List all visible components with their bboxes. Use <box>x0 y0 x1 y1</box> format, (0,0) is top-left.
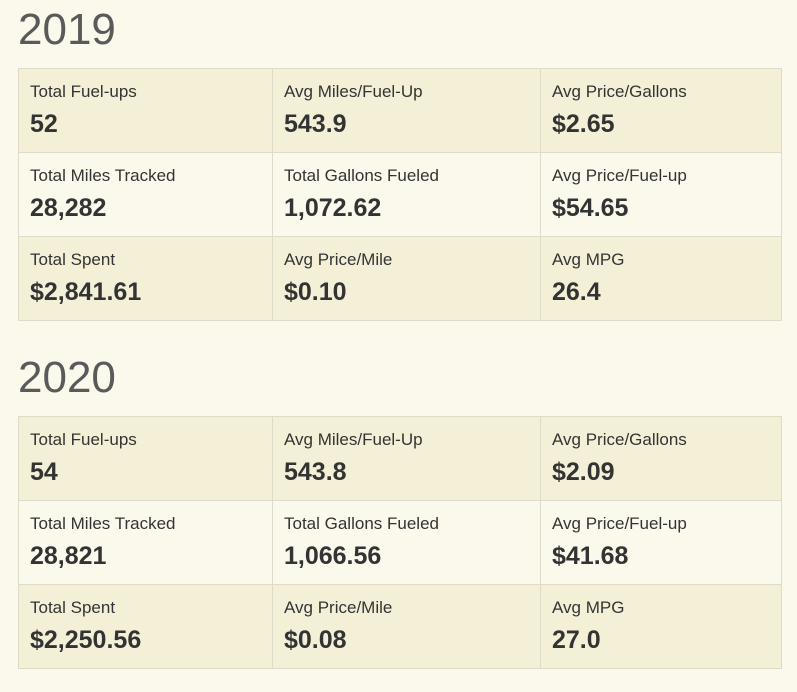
stat-value: $0.08 <box>284 626 347 654</box>
stats-table-2020: Total Fuel-ups 54 Avg Miles/Fuel-Up 543.8 … <box>18 416 782 669</box>
stat-avg-price-per-mile: Avg Price/Mile $0.08 <box>272 584 541 669</box>
stat-label: Avg Price/Fuel-up <box>552 514 687 533</box>
stat-total-fuel-ups: Total Fuel-ups 54 <box>18 416 273 501</box>
stat-value: 28,821 <box>30 542 107 570</box>
stat-label: Total Gallons Fueled <box>284 166 439 185</box>
stat-avg-miles-per-fuel-up: Avg Miles/Fuel-Up 543.8 <box>272 416 541 501</box>
stat-label: Total Fuel-ups <box>30 82 137 101</box>
stat-value: $2,250.56 <box>30 626 142 654</box>
stat-value: 28,282 <box>30 194 107 222</box>
stat-label: Total Spent <box>30 250 116 269</box>
stat-value: $54.65 <box>552 194 629 222</box>
stat-avg-miles-per-fuel-up: Avg Miles/Fuel-Up 543.9 <box>272 68 541 153</box>
stat-label: Avg MPG <box>552 250 625 269</box>
stat-label: Total Fuel-ups <box>30 430 137 449</box>
stat-value: 26.4 <box>552 278 601 306</box>
year-heading-2020: 2020 <box>18 353 116 402</box>
stat-value: 1,072.62 <box>284 194 382 222</box>
stat-label: Avg Price/Mile <box>284 598 393 617</box>
stats-row: Total Spent $2,841.61 Avg Price/Mile $0.10… <box>18 236 782 321</box>
stat-avg-price-per-fuel-up: Avg Price/Fuel-up $54.65 <box>540 152 782 237</box>
stat-total-gallons-fueled: Total Gallons Fueled 1,072.62 <box>272 152 541 237</box>
stat-value: 1,066.56 <box>284 542 382 570</box>
stat-total-miles-tracked: Total Miles Tracked 28,821 <box>18 500 273 585</box>
stat-label: Avg Price/Mile <box>284 250 393 269</box>
stat-label: Total Spent <box>30 598 116 617</box>
stat-value: 52 <box>30 110 58 138</box>
stat-total-miles-tracked: Total Miles Tracked 28,282 <box>18 152 273 237</box>
stat-value: $2.09 <box>552 458 615 486</box>
stat-value: $41.68 <box>552 542 629 570</box>
stat-value: 543.9 <box>284 110 347 138</box>
stat-value: $0.10 <box>284 278 347 306</box>
stats-row: Total Spent $2,250.56 Avg Price/Mile $0.08… <box>18 584 782 669</box>
stat-label: Total Gallons Fueled <box>284 514 439 533</box>
stat-avg-price-per-gallon: Avg Price/Gallons $2.65 <box>540 68 782 153</box>
stats-row: Total Fuel-ups 54 Avg Miles/Fuel-Up 543.8 … <box>18 416 782 501</box>
stat-total-gallons-fueled: Total Gallons Fueled 1,066.56 <box>272 500 541 585</box>
stat-label: Total Miles Tracked <box>30 166 176 185</box>
stat-value: 543.8 <box>284 458 347 486</box>
stat-avg-price-per-fuel-up: Avg Price/Fuel-up $41.68 <box>540 500 782 585</box>
stat-avg-price-per-mile: Avg Price/Mile $0.10 <box>272 236 541 321</box>
stat-total-spent: Total Spent $2,841.61 <box>18 236 273 321</box>
stat-avg-mpg: Avg MPG 26.4 <box>540 236 782 321</box>
stat-label: Avg Miles/Fuel-Up <box>284 430 423 449</box>
stat-total-fuel-ups: Total Fuel-ups 52 <box>18 68 273 153</box>
stats-row: Total Miles Tracked 28,282 Total Gallons … <box>18 152 782 237</box>
stat-avg-mpg: Avg MPG 27.0 <box>540 584 782 669</box>
stat-label: Avg Price/Gallons <box>552 430 687 449</box>
stats-row: Total Fuel-ups 52 Avg Miles/Fuel-Up 543.9 … <box>18 68 782 153</box>
stat-value: 54 <box>30 458 58 486</box>
stat-label: Total Miles Tracked <box>30 514 176 533</box>
stat-label: Avg Miles/Fuel-Up <box>284 82 423 101</box>
stat-avg-price-per-gallon: Avg Price/Gallons $2.09 <box>540 416 782 501</box>
stat-label: Avg Price/Fuel-up <box>552 166 687 185</box>
stat-value: 27.0 <box>552 626 601 654</box>
stats-table-2019: Total Fuel-ups 52 Avg Miles/Fuel-Up 543.9 … <box>18 68 782 321</box>
stats-row: Total Miles Tracked 28,821 Total Gallons … <box>18 500 782 585</box>
stat-value: $2,841.61 <box>30 278 142 306</box>
year-heading-2019: 2019 <box>18 5 116 54</box>
stat-value: $2.65 <box>552 110 615 138</box>
stat-label: Avg MPG <box>552 598 625 617</box>
stat-label: Avg Price/Gallons <box>552 82 687 101</box>
stat-total-spent: Total Spent $2,250.56 <box>18 584 273 669</box>
